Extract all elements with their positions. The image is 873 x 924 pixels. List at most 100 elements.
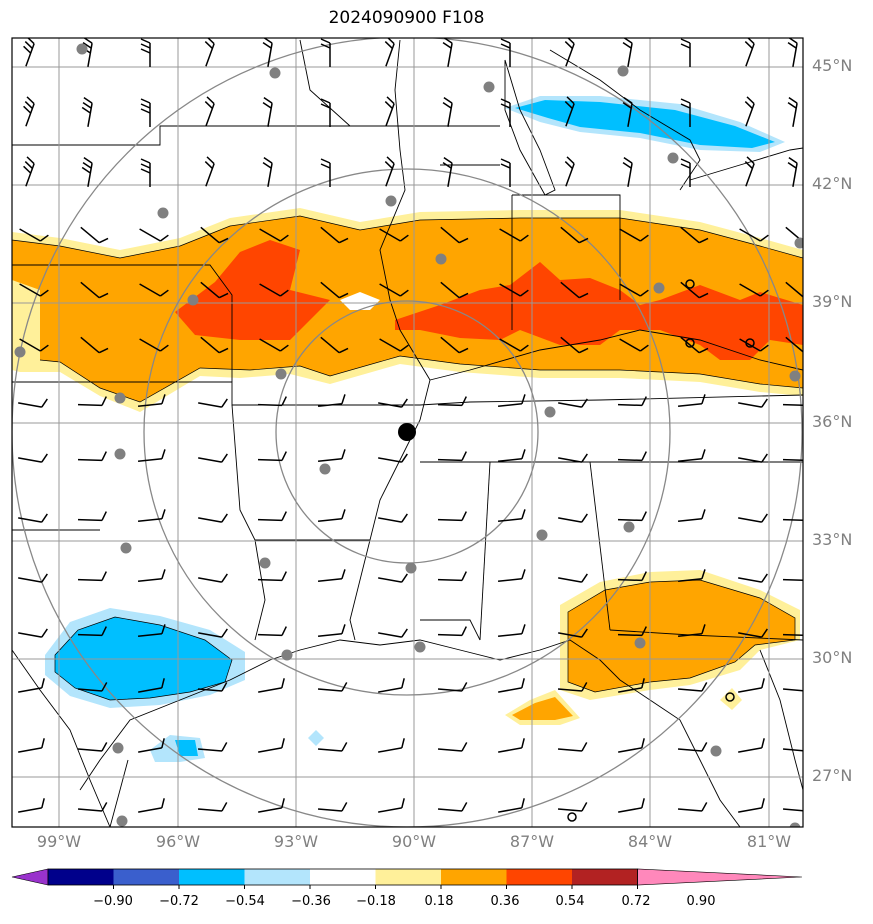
station-dot	[483, 81, 495, 93]
shade-red-west	[175, 240, 330, 340]
wind-barb	[782, 403, 803, 407]
colorbar-tick-label: 0.72	[621, 894, 651, 909]
lat-label-30: 30°N	[812, 648, 853, 667]
lon-label-81: 81°W	[746, 832, 792, 851]
wind-barb	[259, 338, 289, 352]
wind-barb	[317, 682, 348, 692]
wind-barb	[437, 571, 467, 582]
map-frame	[11, 37, 804, 828]
wind-barb	[440, 226, 469, 244]
wind-barb	[137, 624, 166, 638]
wind-barb	[198, 628, 228, 638]
wind-barb	[677, 624, 706, 638]
wind-barb	[440, 336, 469, 354]
colorbar-segment	[113, 869, 179, 885]
wind-barb	[138, 798, 165, 813]
wind-barb	[18, 453, 48, 463]
wind-barb	[680, 38, 691, 67]
lat-lon-grid	[12, 38, 803, 827]
wind-barb	[77, 802, 108, 812]
wind-barb	[140, 38, 151, 67]
wind-barb	[257, 451, 287, 462]
wind-barb	[378, 738, 405, 753]
wind-barb	[19, 283, 49, 297]
wind-barb	[197, 742, 228, 752]
station-dot	[405, 562, 417, 574]
wind-barb	[77, 451, 107, 462]
wind-barb	[785, 336, 803, 354]
wind-barb	[738, 398, 768, 408]
wind-barb	[677, 449, 706, 463]
colorbar-segment	[244, 869, 310, 885]
wind-barb	[198, 453, 228, 463]
wind-barb	[618, 798, 645, 813]
wind-barb	[739, 283, 769, 297]
wind-barb	[19, 338, 49, 352]
colorbar	[11, 868, 803, 889]
wind-barb	[618, 738, 645, 753]
wind-barb	[198, 513, 228, 523]
wind-barb	[378, 398, 408, 408]
wind-barb	[738, 453, 768, 463]
wind-barb	[140, 98, 151, 127]
wind-barb	[437, 742, 468, 752]
lat-label-39: 39°N	[812, 292, 853, 311]
wind-barb	[738, 738, 765, 753]
wind-barb	[259, 228, 289, 242]
wind-barb	[619, 283, 649, 297]
wind-barb	[384, 38, 395, 67]
wind-barb	[497, 449, 526, 463]
station-dot	[116, 815, 128, 827]
wind-barb	[19, 228, 49, 242]
range-rings	[12, 38, 803, 827]
wind-barb	[744, 38, 755, 67]
wind-barb	[437, 682, 468, 692]
wind-barb	[258, 738, 285, 753]
lat-label-42: 42°N	[812, 174, 853, 193]
open-circle-markers	[567, 279, 755, 822]
station-dot	[319, 463, 331, 475]
shade-orange-gulf	[512, 697, 573, 720]
wind-barb	[744, 156, 755, 187]
wind-barb	[787, 157, 798, 187]
colorbar-extend-high	[637, 868, 803, 886]
wind-barb	[677, 682, 708, 692]
wind-barb	[378, 628, 408, 638]
station-dot	[114, 448, 126, 460]
wind-barb	[557, 742, 588, 752]
wind-barb	[18, 628, 48, 638]
wind-barb	[204, 38, 215, 67]
wind-barb	[739, 228, 769, 242]
wind-barb	[560, 281, 589, 299]
wind-barb	[320, 98, 331, 127]
wind-barb	[18, 738, 45, 753]
wind-barb	[137, 394, 166, 408]
wind-barb	[500, 98, 511, 127]
wind-barb	[257, 511, 287, 522]
wind-barb	[77, 682, 108, 692]
wind-barb	[500, 158, 511, 187]
wind-barb	[77, 511, 107, 522]
wind-barb	[617, 511, 647, 522]
wind-barb	[498, 678, 525, 693]
wind-barb	[442, 38, 453, 67]
shade-blue-north	[515, 100, 775, 148]
station-dot	[544, 406, 556, 418]
wind-barb	[18, 513, 48, 523]
lon-label-87: 87°W	[509, 832, 555, 851]
wind-barb	[619, 338, 649, 352]
station-dot	[634, 637, 646, 649]
wind-barb	[80, 281, 109, 299]
shade-yellow-small	[720, 688, 742, 710]
station-dot	[114, 392, 126, 404]
wind-barb	[738, 573, 768, 583]
colorbar-segment	[310, 869, 376, 885]
wind-barb	[379, 338, 409, 352]
wind-barb	[378, 513, 408, 523]
station-dot	[653, 282, 665, 294]
wind-barb	[497, 624, 526, 638]
wind-barb	[677, 394, 706, 408]
wind-barb	[617, 626, 647, 637]
wind-barb	[317, 394, 346, 408]
wind-barb	[139, 283, 169, 297]
